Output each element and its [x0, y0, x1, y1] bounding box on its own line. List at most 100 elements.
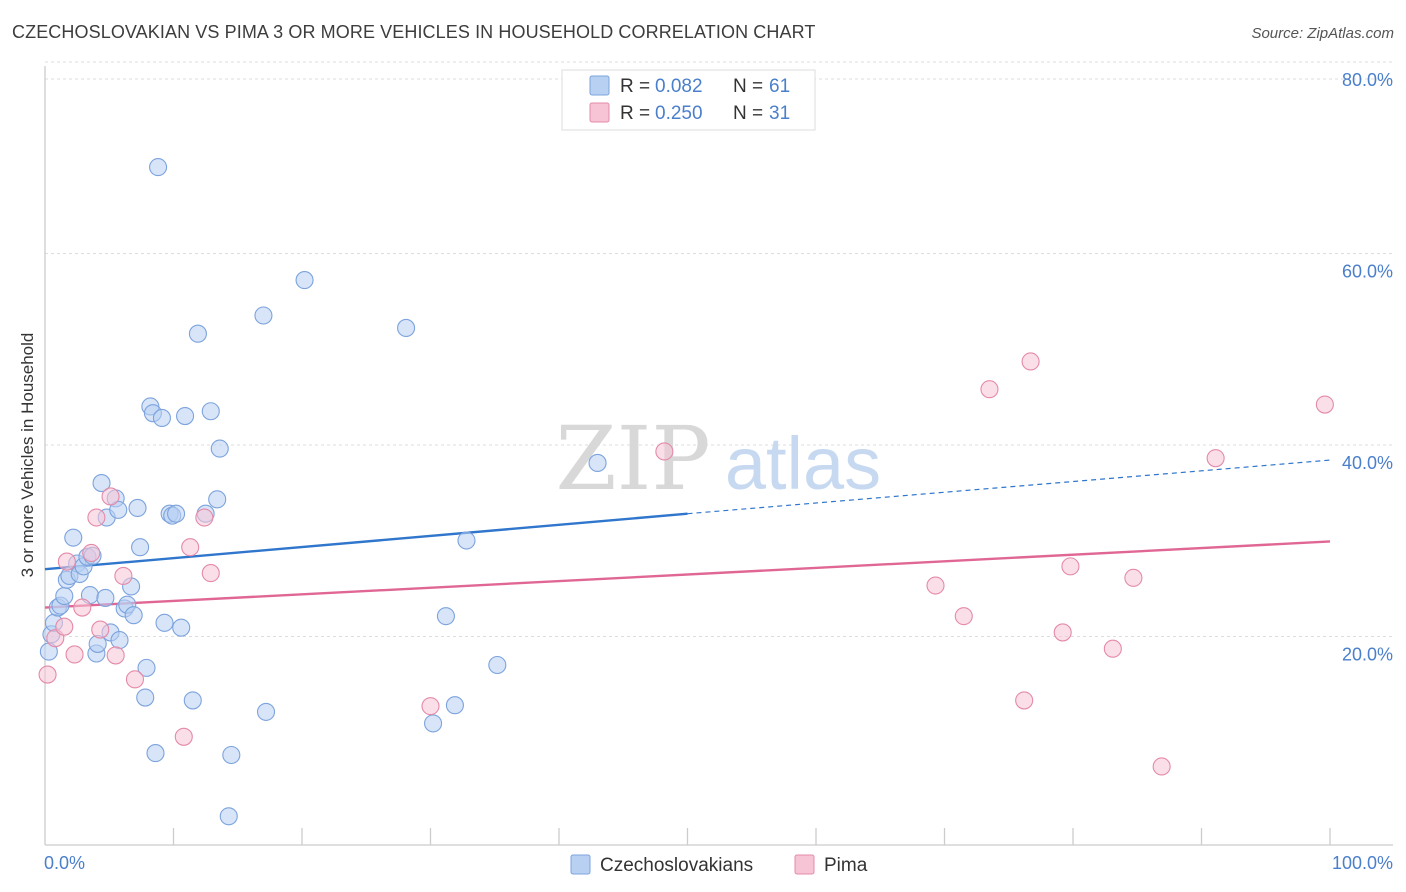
czechoslovakian-point — [222, 745, 241, 765]
czechoslovakian-point — [172, 618, 191, 637]
bottom-legend-swatch-czechoslovakians — [570, 854, 591, 875]
pima-point — [65, 645, 84, 664]
pima-trend-line — [44, 540, 1331, 609]
pima-point — [174, 727, 193, 746]
czechoslovakian-point — [445, 696, 464, 715]
czechoslovakian-point — [146, 744, 165, 763]
czechoslovakian-point — [295, 271, 314, 290]
pima-point — [57, 552, 76, 571]
czechoslovakian-point — [488, 655, 507, 675]
y-tick-labels: 80.0% 60.0% 40.0% 20.0% — [1342, 70, 1393, 665]
bottom-legend-label-pima: Pima — [824, 855, 868, 876]
source-credit: Source: ZipAtlas.com — [1251, 25, 1394, 42]
czechoslovakian-point — [256, 702, 276, 721]
czechoslovakian-point — [167, 504, 186, 523]
czechoslovakian-point — [131, 538, 150, 557]
y-tick-label: 20.0% — [1342, 645, 1393, 665]
pima-point — [926, 576, 945, 595]
czechoslovakian-point — [92, 474, 111, 493]
czechoslovakian-point — [137, 658, 156, 677]
pima-point — [73, 598, 92, 617]
czechoslovakian-point — [176, 406, 195, 426]
pima-point — [195, 508, 214, 527]
pima-point — [1315, 395, 1334, 414]
pima-point — [655, 442, 674, 461]
legend-n-label: N = — [733, 76, 763, 97]
x-tick-label: 100.0% — [1332, 853, 1393, 873]
pima-point — [38, 665, 57, 684]
czechoslovakian-point — [457, 531, 476, 550]
czechoslovakian-point — [136, 688, 155, 707]
legend-r-label: R = — [620, 103, 650, 124]
legend-n-value: 31 — [769, 103, 790, 124]
czechoslovakian-point — [55, 586, 74, 606]
pima-point — [954, 607, 973, 626]
pima-point — [1103, 639, 1122, 658]
legend-r-label: R = — [620, 76, 650, 97]
pima-point — [91, 620, 110, 639]
pima-point — [1021, 352, 1040, 371]
czechoslovakian-point — [110, 631, 129, 650]
legend-n-value: 61 — [769, 76, 790, 97]
data-points — [38, 158, 1334, 826]
y-tick-label: 40.0% — [1342, 453, 1393, 473]
czechoslovakian-trend-line — [44, 512, 688, 571]
gridlines — [45, 61, 1393, 637]
czechoslovakian-point — [201, 402, 220, 421]
pima-point — [125, 670, 144, 689]
pima-point — [106, 646, 125, 665]
legend-swatch-pima — [589, 102, 610, 123]
czechoslovakian-point — [149, 158, 168, 177]
bottom-legend-label-czechoslovakians: Czechoslovakians — [600, 855, 753, 876]
pima-point — [181, 538, 200, 557]
trend-lines — [44, 459, 1331, 609]
czechoslovakian-point — [210, 439, 229, 458]
czechoslovakian-point — [436, 607, 455, 626]
watermark: ZIP atlas — [555, 407, 881, 510]
legend-n-label: N = — [733, 103, 763, 124]
bottom-legend: Czechoslovakians Pima — [570, 854, 868, 876]
pima-point — [1152, 757, 1171, 776]
pima-point — [114, 566, 133, 585]
pima-point — [55, 617, 74, 636]
czechoslovakian-point — [254, 306, 273, 325]
czechoslovakian-point — [208, 490, 227, 509]
czechoslovakian-point — [155, 613, 174, 632]
pima-point — [980, 380, 999, 399]
y-tick-label: 80.0% — [1342, 70, 1393, 90]
pima-point — [1015, 691, 1034, 710]
pima-point — [1053, 623, 1072, 642]
legend-r-value: 0.082 — [655, 76, 703, 97]
czechoslovakian-point — [397, 318, 416, 338]
x-tick-label: 0.0% — [44, 853, 85, 873]
czechoslovakian-point — [64, 528, 83, 547]
chart-title: CZECHOSLOVAKIAN VS PIMA 3 OR MORE VEHICL… — [12, 22, 816, 42]
czechoslovakian-point — [219, 807, 238, 826]
pima-point — [1206, 449, 1225, 468]
pima-point — [421, 697, 440, 716]
legend: R = 0.082 N = 61 R = 0.250 N = 31 — [561, 69, 816, 131]
czechoslovakian-point — [424, 714, 443, 733]
legend-swatch-czechoslovakians — [589, 75, 610, 96]
czechoslovakian-point — [128, 498, 147, 518]
bottom-legend-swatch-pima — [794, 854, 815, 875]
pima-point — [87, 508, 106, 527]
czechoslovakian-point — [183, 691, 202, 710]
axes — [44, 66, 1393, 846]
pima-point — [82, 543, 101, 563]
y-tick-label: 60.0% — [1342, 262, 1393, 282]
watermark-atlas: atlas — [725, 422, 881, 505]
czechoslovakian-point — [109, 500, 128, 519]
czechoslovakian-point — [124, 606, 143, 625]
x-tick-labels: 0.0% 100.0% — [44, 828, 1393, 873]
pima-point — [101, 487, 120, 506]
legend-r-value: 0.250 — [655, 103, 703, 124]
pima-point — [201, 564, 220, 583]
czechoslovakian-point — [588, 453, 607, 473]
czechoslovakian-point — [96, 588, 115, 608]
pima-point — [1061, 557, 1080, 576]
pima-point — [1124, 568, 1143, 587]
czechoslovakian-point — [188, 324, 207, 343]
czechoslovakian-point — [152, 408, 171, 428]
